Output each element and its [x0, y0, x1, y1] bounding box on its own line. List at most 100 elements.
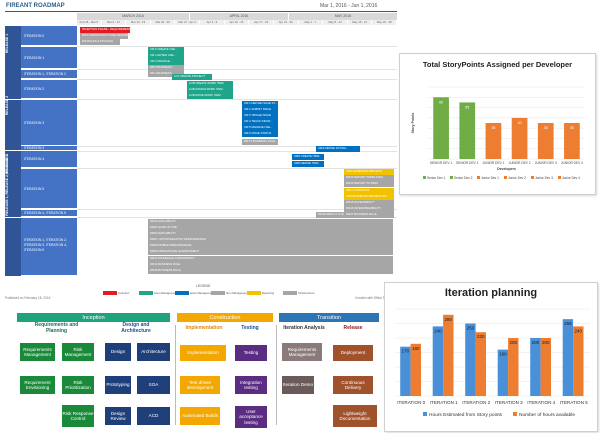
roadmap-task-bar[interactable]: DM11 BUSINESS RULE [148, 262, 393, 268]
week-header: May 8 - 14 [323, 20, 348, 25]
month-header: MARCH 2016 [77, 13, 190, 20]
week-header: Mar 13 - 19 [126, 20, 151, 25]
chart-title: Total StoryPoints Assigned per Developer [422, 60, 573, 69]
row-divider [77, 168, 397, 169]
process-box: Design [105, 343, 131, 361]
x-tick-label: ITERATION 2 [462, 400, 490, 405]
roadmap-task-bar[interactable]: UM4 DEFINE KATING... [316, 146, 360, 152]
roadmap-task-bar[interactable]: LOB ASSIGN WORK ITEM [187, 87, 233, 93]
roadmap-task-bar[interactable]: UM 2 MANAGE... [148, 59, 184, 65]
legend-label: Junior Dev 3 [535, 176, 553, 180]
y-axis-label: Story Points [411, 113, 415, 134]
week-header: Apr 17 - 23 [249, 20, 274, 25]
week-header: Apr 3 - 9 [200, 20, 225, 25]
roadmap-task-bar[interactable]: DM01 EASE OF USE [148, 225, 393, 231]
roadmap-task-bar[interactable]: DM19 AVAILABILITY [148, 219, 393, 225]
roadmap-task-bar[interactable]: DM13 REPORT TEMPLATES [344, 175, 394, 181]
footer-published: Published on February 18, 2016 [5, 296, 51, 300]
roadmap-task-bar[interactable]: DM 3 BUSINESS... [148, 65, 184, 71]
legend-label: Hours Estimated from Story points [429, 412, 503, 418]
iteration-label: ITERATION 1 [21, 47, 77, 69]
roadmap-task-bar[interactable]: LOB MOVE WORK ITEM [187, 93, 233, 99]
bar-value-label: 265 [564, 321, 572, 326]
process-box: SOA [137, 376, 170, 394]
roadmap-task-bar[interactable]: UM6 DEFINE ITEM [292, 161, 324, 167]
phase-transition: Transition [279, 313, 379, 322]
subhead: Testing [241, 325, 259, 331]
bar-value-label: 180 [412, 346, 420, 351]
roadmap-task-bar[interactable]: UM 2 STATISTICS [344, 188, 394, 194]
bar [530, 338, 541, 396]
roadmap-task-bar[interactable]: DM18 DEPLOY & SUPPORT [316, 212, 344, 218]
legend-label: Junior Dev 1 [481, 176, 499, 180]
iteration-label: ITERATION 2 [21, 80, 77, 99]
divider [276, 325, 277, 425]
roadmap-task-bar[interactable]: UM 1 DEFINE ISSUE ST... [242, 101, 278, 107]
roadmap-task-bar[interactable]: DM FI INFRASTRUCTURE REQUIREMENT [80, 33, 128, 39]
roadmap-task-bar[interactable]: DM15 EXTENSIBILITY [344, 200, 394, 206]
roadmap-task-bar[interactable]: UM 6 ISSUE STATUS [242, 131, 278, 137]
bar [564, 123, 580, 159]
x-tick-label: JUNIOR DEV 1 [482, 161, 504, 165]
x-tick-label: ITERATION 5 [560, 400, 588, 405]
process-box: Risk Response Control [62, 405, 94, 427]
roadmap-task-bar[interactable]: DM07 LAPTOP/DESKTOP PERFORMANCE [148, 237, 393, 243]
process-box: Iteration Demo [282, 376, 314, 394]
legend-label: Junior Dev 2 [508, 176, 526, 180]
x-tick-label: ITERATION 4 [527, 400, 555, 405]
x-tick-label: JUNIOR DEV 4 [561, 161, 583, 165]
roadmap-task-bar[interactable]: DM 4 BUSINESS... [148, 71, 184, 77]
roadmap-task-bar[interactable]: DM14 REPORT FILTERS [344, 181, 394, 187]
x-tick-label: SENIOR DEV 1 [430, 161, 453, 165]
roadmap-title: FIREANT ROADMAP [6, 3, 65, 9]
roadmap-task-bar[interactable]: DM17 BUSINESS RULE [344, 212, 394, 218]
subhead: Requirements and Planning [34, 322, 79, 334]
bar-value-label: 55 [465, 105, 469, 109]
roadmap-task-bar[interactable]: UM 2 SUBMIT ISSUE [242, 107, 278, 113]
legend-swatch [139, 291, 153, 295]
roadmap-task-bar[interactable]: UM 1 ENTER USE... [148, 53, 184, 59]
legend-label: Issue Management [190, 290, 214, 295]
process-box: Implementation [180, 345, 226, 361]
roadmap-task-bar[interactable]: DM09 OPERATIONAL ENVIRONMENT [148, 249, 393, 255]
roadmap-task-bar[interactable]: INCEPTION PHASE - REQUIREMENT ... [80, 27, 130, 33]
bar [485, 123, 502, 159]
legend-swatch [477, 176, 480, 179]
roadmap-task-bar[interactable]: DM03 AVAILABILITY [148, 231, 393, 237]
legend-swatch [450, 176, 453, 179]
roadmap-task-bar[interactable]: DM10 INTERFACE CONSISTENCY [148, 256, 393, 262]
legend-label: Infrastructure [298, 290, 315, 295]
subhead: Iteration Analysis [283, 325, 325, 331]
legend-swatch [504, 176, 507, 179]
x-axis-label: Developers [497, 167, 516, 171]
roadmap-task-bar[interactable]: UM3 ESTABLISH PROJECT RE... [344, 194, 394, 200]
roadmap-task-bar[interactable]: DM16 INTEROPERABILITY [344, 206, 394, 212]
roadmap-task-bar[interactable]: DM 17 BUSINESS RULE [242, 139, 278, 145]
iteration-label: ITERATION 4, ITERATION 5 [21, 210, 77, 217]
row-divider [77, 99, 397, 100]
bar-value-label: 240 [575, 328, 583, 333]
roadmap-task-bar[interactable]: LOB CREATE WORK ITEM [187, 81, 233, 87]
roadmap-task-bar[interactable]: UM 5 MANAGE USE... [242, 125, 278, 131]
roadmap-task-bar[interactable]: LOT CREATE PROJECT [172, 74, 212, 80]
roadmap-task-bar[interactable]: UM1 GENERATE REPORTS [344, 169, 394, 175]
iteration-label: ITERATION 4 [21, 151, 77, 168]
iteration-label: ITERATION 5 [21, 169, 77, 209]
roadmap-task-bar[interactable]: DM ROLES & POLICIES [80, 39, 120, 45]
iteration-chart-panel: Iteration planning 170 180 ITERATION 0 240 2… [384, 282, 598, 432]
roadmap-task-bar[interactable]: UM 3 TRIAGE ISSUE [242, 113, 278, 119]
roadmap-task-bar[interactable]: UM 4 TRACK INFOR... [242, 119, 278, 125]
roadmap-task-bar[interactable]: UM 0 CREATE USE... [148, 47, 184, 53]
bar [443, 314, 454, 396]
process-box: Lightweight Documentation [333, 405, 377, 427]
roadmap-task-bar[interactable]: DM08 MOBILE PERFORMANCE [148, 243, 393, 249]
iteration-label: ITERATION 3 [21, 100, 77, 146]
process-box: Requirements Management [20, 343, 55, 361]
roadmap-task-bar[interactable]: UM5 CREATE ITEM [292, 154, 324, 160]
bar [432, 326, 444, 396]
roadmap-task-bar[interactable]: DM18 BUSINESS RULE [148, 268, 393, 274]
bar-value-label: 160 [499, 352, 507, 357]
week-header: Mar 27 - Apr 2 [175, 20, 201, 25]
process-box: ACD [137, 407, 170, 425]
bar-value-label: 35 [544, 126, 548, 130]
